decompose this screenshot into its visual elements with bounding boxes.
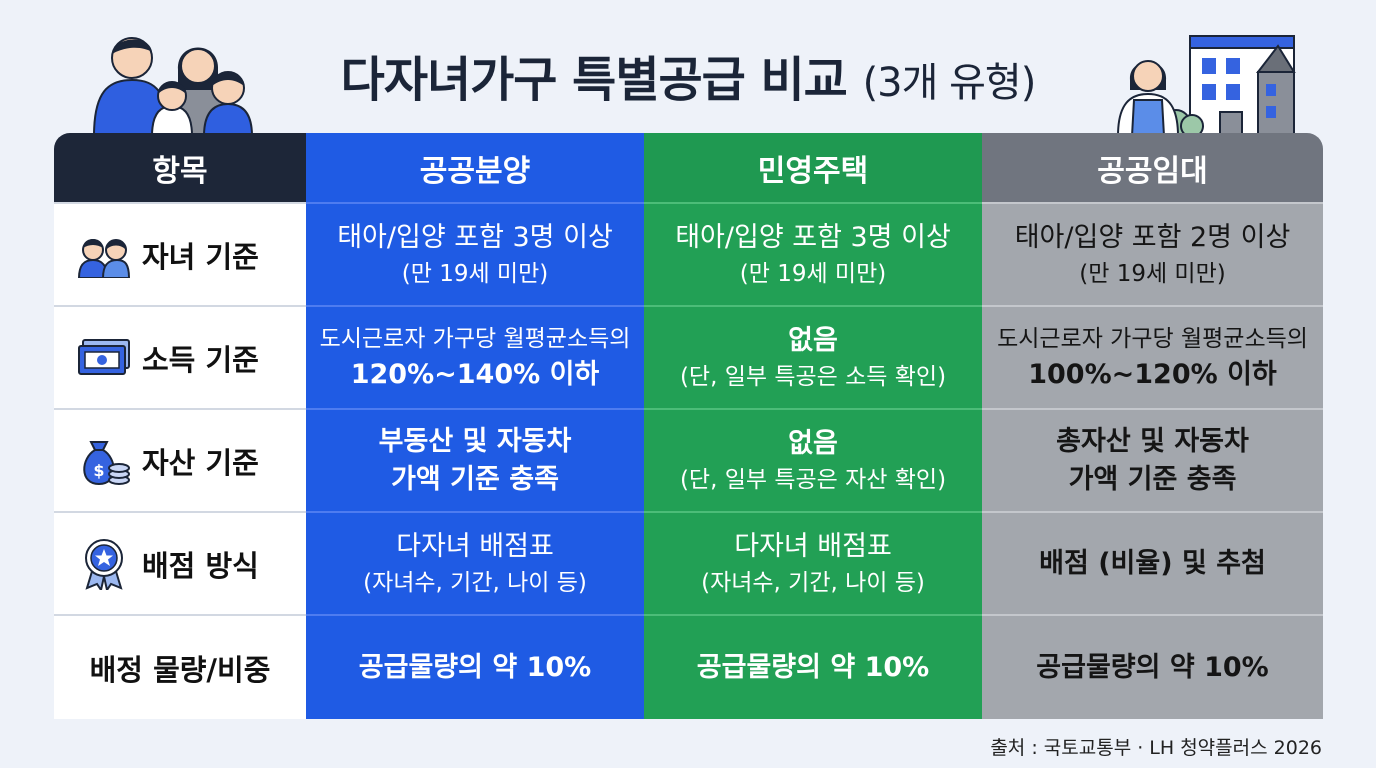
row-label-income: 소득 기준 [54, 305, 306, 408]
cell-line: (만 19세 미만) [401, 260, 549, 287]
row-label-children: 자녀 기준 [54, 202, 306, 305]
row-label-text: 자산 기준 [142, 445, 259, 480]
row-label-assets: $ 자산 기준 [54, 408, 306, 511]
cell-line: 가액 기준 충족 [1068, 463, 1237, 495]
family-illustration [92, 37, 254, 136]
cell-public-rental-allocation: 공급물량의 약 10% [982, 614, 1323, 719]
money-bag-icon: $ [76, 435, 132, 487]
cell-line: 공급물량의 약 10% [1036, 651, 1269, 683]
header-label: 항목 [54, 133, 306, 202]
source-note: 출처 : 국토교통부 · LH 청약플러스 2026 [990, 737, 1322, 759]
cell-line: 다자녀 배점표 [734, 530, 892, 562]
cell-private-income: 없음 (단, 일부 특공은 소득 확인) [644, 305, 982, 408]
cell-line: 태아/입양 포함 3명 이상 [675, 221, 951, 253]
cell-public-sale-children: 태아/입양 포함 3명 이상 (만 19세 미만) [306, 202, 644, 305]
cell-line: 120%~140% 이하 [350, 358, 600, 390]
row-label-allocation: 배정 물량/비중 [54, 614, 306, 719]
header-public-sale: 공공분양 [306, 133, 644, 202]
money-icon [76, 332, 132, 384]
cell-line: (만 19세 미만) [1079, 260, 1226, 287]
cell-line: 100%~120% 이하 [1028, 358, 1277, 390]
children-icon [76, 229, 132, 281]
cell-private-allocation: 공급물량의 약 10% [644, 614, 982, 719]
page-title: 다자녀가구 특별공급 비교 (3개 유형) [0, 40, 1376, 124]
cell-line: (단, 일부 특공은 소득 확인) [679, 363, 947, 390]
header-private-housing: 민영주택 [644, 133, 982, 202]
header-public-rental: 공공임대 [982, 133, 1323, 202]
cell-line: (자녀수, 기간, 나이 등) [701, 569, 925, 596]
cell-line: 총자산 및 자동차 [1056, 425, 1249, 457]
cell-line: (만 19세 미만) [739, 260, 887, 287]
cell-line: 태아/입양 포함 3명 이상 [337, 221, 613, 253]
row-label-text: 자녀 기준 [142, 239, 259, 274]
cell-line: 없음 [788, 324, 838, 356]
cell-private-assets: 없음 (단, 일부 특공은 자산 확인) [644, 408, 982, 511]
title-main: 다자녀가구 특별공급 비교 [340, 52, 848, 108]
row-label-scoring: 배점 방식 [54, 511, 306, 614]
cell-line: 배점 (비율) 및 추첨 [1039, 547, 1266, 579]
cell-public-rental-scoring: 배점 (비율) 및 추첨 [982, 511, 1323, 614]
cell-line: 가액 기준 충족 [391, 463, 559, 495]
cell-public-sale-income: 도시근로자 가구당 월평균소득의 120%~140% 이하 [306, 305, 644, 408]
title-sub: (3개 유형) [862, 60, 1037, 106]
cell-public-sale-allocation: 공급물량의 약 10% [306, 614, 644, 719]
cell-public-rental-income: 도시근로자 가구당 월평균소득의 100%~120% 이하 [982, 305, 1323, 408]
cell-public-rental-children: 태아/입양 포함 2명 이상 (만 19세 미만) [982, 202, 1323, 305]
cell-line: 도시근로자 가구당 월평균소득의 [997, 325, 1308, 352]
award-badge-icon [76, 538, 132, 590]
cell-public-sale-assets: 부동산 및 자동차 가액 기준 충족 [306, 408, 644, 511]
cell-line: 다자녀 배점표 [396, 530, 554, 562]
cell-line: 공급물량의 약 10% [358, 651, 592, 683]
cell-line: 태아/입양 포함 2명 이상 [1014, 221, 1291, 253]
cell-public-rental-assets: 총자산 및 자동차 가액 기준 충족 [982, 408, 1323, 511]
cell-line: 부동산 및 자동차 [378, 425, 572, 457]
cell-private-scoring: 다자녀 배점표 (자녀수, 기간, 나이 등) [644, 511, 982, 614]
building-illustration [1116, 35, 1296, 136]
row-label-text: 소득 기준 [142, 342, 259, 377]
row-label-text: 배정 물량/비중 [89, 652, 271, 687]
row-label-text: 배점 방식 [142, 548, 259, 583]
cell-line: 도시근로자 가구당 월평균소득의 [319, 325, 631, 352]
cell-line: (자녀수, 기간, 나이 등) [363, 569, 587, 596]
cell-public-sale-scoring: 다자녀 배점표 (자녀수, 기간, 나이 등) [306, 511, 644, 614]
cell-private-children: 태아/입양 포함 3명 이상 (만 19세 미만) [644, 202, 982, 305]
comparison-table: 항목 공공분양 민영주택 공공임대 자녀 기준 태아/입양 포함 3명 이상 (… [54, 133, 1323, 719]
cell-line: 공급물량의 약 10% [696, 651, 930, 683]
cell-line: 없음 [788, 427, 838, 459]
svg-text:$: $ [93, 461, 104, 480]
cell-line: (단, 일부 특공은 자산 확인) [679, 466, 947, 493]
